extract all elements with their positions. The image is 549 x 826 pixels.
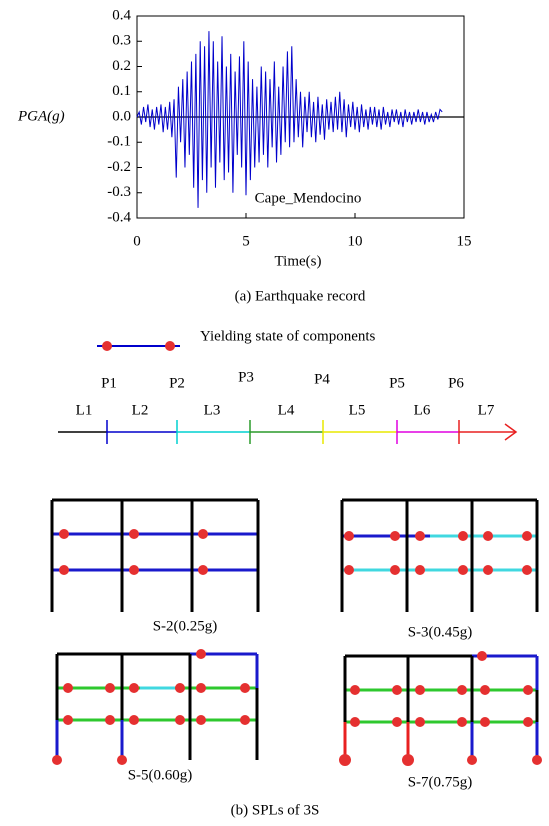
caption: (a) Earthquake record	[235, 288, 366, 304]
frame-label: S-5(0.60g)	[128, 767, 193, 783]
hinges	[339, 651, 542, 766]
x-tick-label: 5	[242, 233, 250, 249]
point-label: P6	[448, 375, 464, 391]
y-tick-label: -0.3	[107, 184, 131, 200]
y-tick-label: 0.4	[112, 7, 131, 23]
y-tick-label: 0.0	[112, 108, 131, 124]
annotation: Cape_Mendocino	[255, 190, 362, 206]
frame-label: S-2(0.25g)	[153, 618, 218, 634]
y-tick-label: -0.2	[107, 159, 131, 175]
point-label: P4	[314, 371, 330, 387]
frame-diagram	[52, 649, 259, 765]
segment-label: L2	[132, 402, 149, 418]
legend: Yielding state of components	[97, 328, 376, 351]
frame-label: S-3(0.45g)	[408, 624, 473, 640]
x-tick-label: 0	[133, 233, 141, 249]
hinges	[344, 531, 532, 575]
frame-label: S-7(0.75g)	[408, 774, 473, 790]
legend-dot	[165, 341, 175, 351]
point-label: P1	[101, 375, 117, 391]
segment-label: L7	[478, 402, 495, 418]
x-tick-label: 10	[348, 233, 363, 249]
point-label: P5	[389, 375, 405, 391]
frame-diagram	[340, 498, 539, 612]
segment-label: L1	[76, 402, 93, 418]
segment-label: L3	[204, 402, 221, 418]
caption: (b) SPLs of 3S	[231, 802, 320, 818]
legend-dot	[102, 341, 112, 351]
hinges	[59, 529, 208, 575]
arrow-head	[504, 423, 518, 441]
point-label: P3	[238, 369, 254, 385]
point-label: P2	[169, 375, 185, 391]
frame-diagram	[50, 498, 260, 612]
segment-label: L5	[349, 402, 366, 418]
segment-label: L4	[278, 402, 295, 418]
segment-label: L6	[414, 402, 431, 418]
hinges	[52, 649, 250, 765]
data-line	[136, 31, 443, 208]
chart: PGA(g) Time(s) Cape_Mendocino -0.4 -0.3 -0…	[17, 7, 472, 269]
x-axis-label: Time(s)	[275, 253, 322, 269]
legend-label: Yielding state of components	[200, 328, 376, 344]
y-tick-label: 0.3	[112, 33, 131, 49]
y-axis-label: PGA(g)	[17, 108, 65, 124]
y-tick-label: -0.4	[107, 209, 131, 225]
frame-diagram	[339, 651, 542, 766]
timeline: P1 P2 P3 P4 P5 P6 L1 L2 L3 L4 L5 L6 L7	[58, 369, 518, 444]
x-tick-label: 15	[457, 233, 472, 249]
y-tick-label: -0.1	[107, 134, 131, 150]
y-tick-label: 0.1	[112, 83, 131, 99]
y-tick-label: 0.2	[112, 58, 131, 74]
